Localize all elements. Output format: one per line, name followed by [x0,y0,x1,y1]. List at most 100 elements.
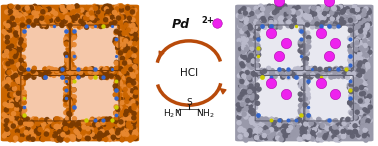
Point [348,27,354,29]
Point [300,79,306,82]
Point [44,20,50,22]
Point [241,60,247,63]
Point [325,19,331,21]
Point [252,113,258,115]
Point [121,86,127,88]
Point [20,135,26,137]
Point [356,42,362,44]
Point [305,118,311,120]
Point [348,62,354,64]
Point [311,24,317,26]
Point [79,19,85,21]
Point [239,44,245,46]
Point [255,55,261,58]
Point [3,116,9,118]
Point [319,22,325,24]
Point [285,130,291,133]
Point [333,73,339,76]
Point [295,12,301,14]
Point [355,134,361,136]
Point [36,7,42,10]
Point [350,110,356,113]
Point [1,90,7,92]
Point [318,126,324,128]
Point [55,131,61,133]
Point [243,101,249,103]
Point [11,51,17,53]
Point [249,85,255,87]
Point [341,122,347,125]
Point [358,41,364,44]
Point [8,53,14,55]
Point [249,15,256,18]
Point [330,17,336,20]
Point [4,38,10,40]
Point [51,25,57,27]
Point [351,57,357,59]
Point [127,51,133,54]
Point [285,76,291,79]
Point [302,14,308,17]
Point [8,122,14,124]
Point [94,6,101,8]
Point [66,16,72,18]
Point [130,101,136,103]
Point [59,135,65,138]
Point [132,44,138,47]
Point [7,6,13,8]
Point [297,49,303,52]
Point [339,68,345,70]
Point [348,51,354,54]
Point [347,49,353,51]
Point [63,112,69,114]
Point [247,134,253,137]
Point [111,15,117,17]
Point [328,74,334,77]
Point [113,88,119,91]
Point [83,121,89,123]
Point [67,92,73,94]
Point [50,10,56,13]
Point [304,111,310,113]
Point [270,6,276,9]
Point [341,8,347,11]
Point [121,44,127,46]
Point [254,51,260,53]
Point [292,134,298,137]
Point [251,111,257,113]
Point [254,68,260,71]
Point [21,94,27,97]
Point [53,118,59,120]
Point [272,7,278,9]
Point [362,118,368,120]
Point [52,18,58,20]
Point [305,79,311,81]
Point [3,27,9,29]
Point [326,138,332,140]
Point [256,23,262,26]
Point [258,5,264,7]
Point [247,88,253,90]
Point [3,38,9,41]
Point [304,100,310,102]
Point [66,46,72,48]
Point [126,52,132,55]
Point [92,6,98,8]
Point [22,64,28,67]
Point [107,73,113,75]
Point [280,70,286,72]
Point [332,75,338,78]
Point [15,98,21,101]
Point [291,16,297,18]
Text: NH$_2$: NH$_2$ [196,108,215,120]
Point [350,44,356,46]
Point [64,130,70,133]
Point [28,6,34,9]
Point [283,13,289,15]
Point [317,134,323,136]
Point [26,20,32,22]
Point [109,22,115,24]
Point [355,16,361,19]
Point [284,21,290,24]
Point [366,81,372,83]
